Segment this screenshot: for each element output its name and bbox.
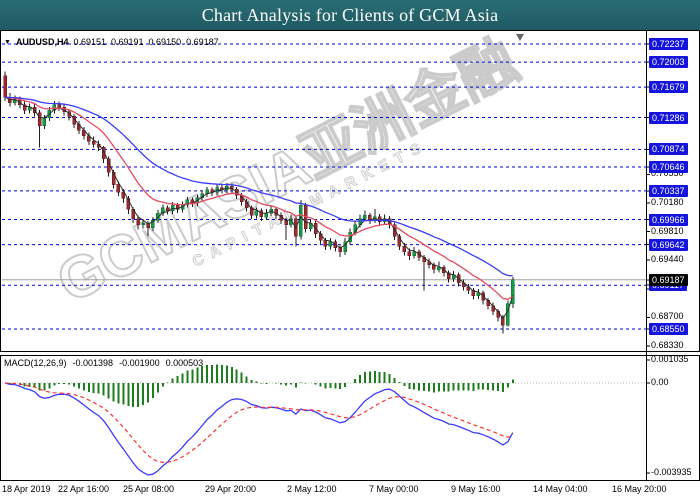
horizontal-lines (2, 43, 646, 330)
macd-indicator-label: MACD(12,26,9) -0.001398 -0.001900 0.0005… (4, 357, 203, 369)
price-grid-label: 0.70550 (651, 168, 684, 179)
macd-main-line (4, 382, 514, 476)
time-axis-label: 25 Apr 08:00 (123, 484, 175, 494)
time-axis-label: 7 May 00:00 (369, 484, 419, 494)
time-axis-label: 2 May 12:00 (287, 484, 337, 494)
price-axis[interactable]: 0.705500.701800.698100.694400.690700.687… (647, 31, 700, 480)
ma-short-line (4, 96, 514, 319)
price-level-badge: 0.70646 (649, 160, 688, 173)
symbol-dropdown-icon[interactable]: ▼ (4, 38, 11, 46)
time-axis-label: 18 Apr 2019 (2, 484, 51, 494)
macd-main-value: -0.001398 (72, 358, 114, 368)
page-title: Chart Analysis for Clients of GCM Asia (201, 4, 499, 25)
ohlc-open: 0.69151 (73, 37, 106, 47)
price-grid-label: 0.69440 (651, 254, 684, 265)
macd-histogram (8, 364, 514, 407)
price-level-badge: 0.72237 (649, 38, 688, 50)
macd-scale-label: 0.001035 (651, 354, 689, 364)
time-axis-label: 22 Apr 16:00 (58, 484, 110, 494)
current-price-badge: 0.69187 (649, 273, 688, 286)
price-level-badge: 0.69642 (649, 238, 688, 251)
ma-slow-line (4, 96, 513, 277)
price-level-badge: 0.69966 (649, 213, 688, 226)
price-grid-label: 0.70180 (651, 197, 684, 207)
price-level-badge: 0.70874 (649, 143, 688, 156)
symbol-ohlc-line: ▼ AUDUSD,H4 0.69151 0.69191 0.69150 0.69… (4, 36, 219, 48)
macd-signal-value: -0.001900 (119, 358, 160, 368)
title-bar: Chart Analysis for Clients of GCM Asia (0, 0, 700, 31)
macd-scale-label: -0.003935 (651, 467, 692, 477)
price-level-badge: 0.68550 (649, 322, 688, 335)
ohlc-close: 0.69187 (186, 37, 219, 47)
price-level-badge: 0.72003 (649, 56, 688, 69)
ohlc-low: 0.69150 (148, 37, 182, 47)
time-axis-label: 14 May 04:00 (533, 484, 588, 494)
symbol-timeframe: AUDUSD,H4 (15, 37, 69, 47)
macd-osma-value: 0.000503 (165, 358, 204, 368)
macd-scale-label: 0.00 (651, 377, 669, 387)
price-grid-label: 0.68330 (651, 340, 684, 350)
chart-frame (0, 30, 700, 481)
time-axis-label: 9 May 16:00 (451, 484, 501, 494)
price-level-badge: 0.70337 (649, 184, 688, 197)
macd-signal-line (4, 382, 513, 464)
time-axis[interactable]: 18 Apr 2019 22 Apr 16:00 25 Apr 08:00 29 Ap… (0, 481, 700, 500)
macd-name: MACD(12,26,9) (4, 358, 67, 368)
price-grid-label: 0.68700 (651, 311, 684, 322)
ohlc-high: 0.69191 (111, 37, 144, 47)
time-axis-label: 16 May 20:00 (612, 484, 667, 494)
ma-fast-line (4, 96, 514, 300)
axis-ticks (36, 43, 650, 484)
price-level-badge: 0.71286 (649, 111, 688, 124)
time-axis-label: 29 Apr 20:00 (205, 484, 257, 494)
chart-shift-marker[interactable] (516, 34, 524, 41)
price-level-badge: 0.71679 (649, 81, 688, 94)
price-grid-label: 0.69810 (651, 225, 684, 236)
